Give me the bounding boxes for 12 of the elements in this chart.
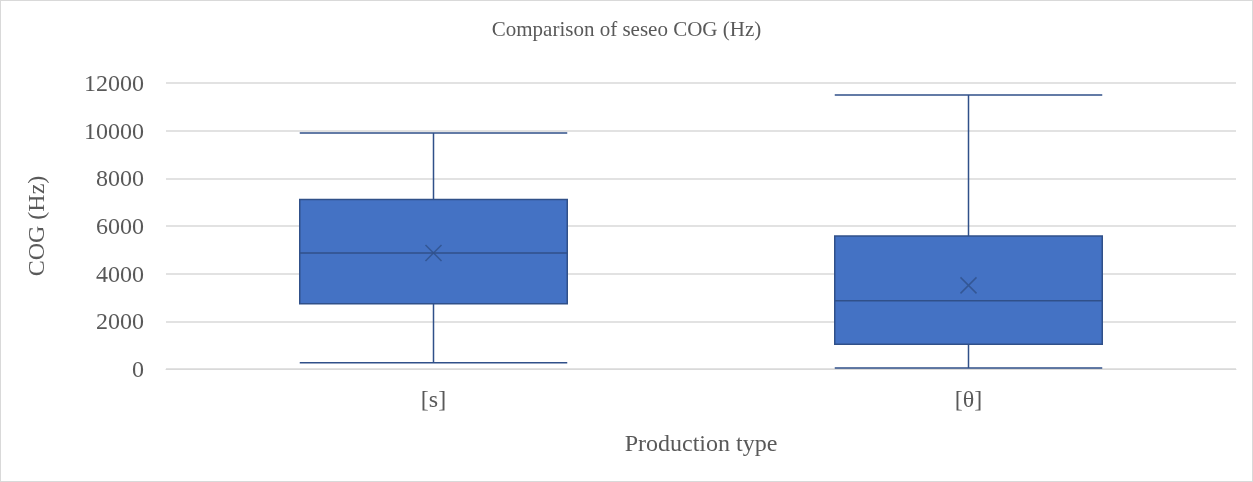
y-axis-title: COG (Hz): [23, 175, 49, 277]
y-tick-label: 6000: [96, 213, 144, 239]
x-tick-label: [s]: [420, 386, 447, 412]
x-tick-label: [θ]: [954, 386, 983, 412]
y-tick-label: 10000: [84, 117, 144, 144]
chart-title: Comparison of seseo COG (Hz): [491, 16, 762, 41]
y-tick-label: 4000: [96, 260, 144, 287]
y-tick-label: 12000: [84, 70, 144, 96]
y-tick-label: 2000: [96, 308, 144, 335]
x-axis-title: Production type: [624, 430, 778, 456]
y-tick-label: 8000: [96, 165, 144, 192]
y-tick-label: 0: [132, 356, 144, 382]
